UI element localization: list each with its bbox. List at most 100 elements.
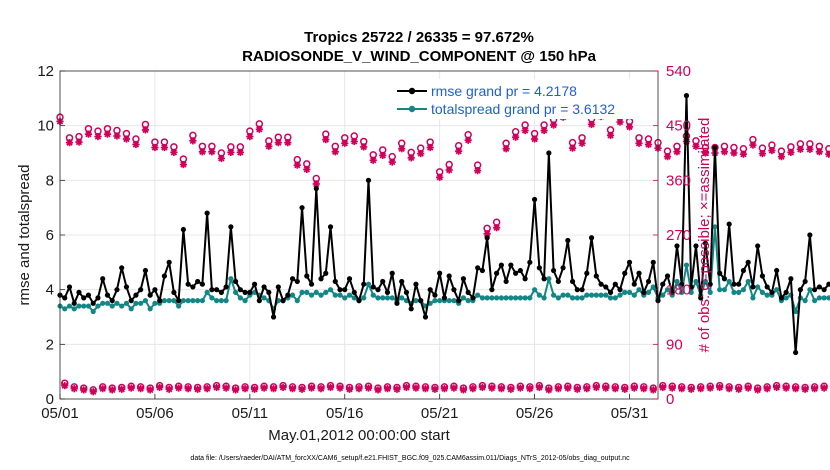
totalspread-series-point xyxy=(764,284,770,290)
rmse-series-point xyxy=(598,292,604,298)
obs-assimilated-stroke xyxy=(507,386,515,393)
totalspread-series-point xyxy=(451,287,457,293)
totalspread-series-point xyxy=(584,270,590,276)
rmse-series-point xyxy=(214,298,220,304)
y-tick-label-left: 4 xyxy=(46,282,54,299)
totalspread-series-point xyxy=(294,278,300,285)
rmse-series-point xyxy=(218,298,224,304)
obs-assimilated-marker xyxy=(312,180,320,188)
obs-assimilated-marker xyxy=(288,385,297,393)
totalspread-series-point xyxy=(479,267,485,274)
chart-title-line1: Tropics 25722 / 26335 = 97.672% xyxy=(304,29,534,46)
totalspread-series-point xyxy=(650,259,656,265)
obs-assimilated-marker xyxy=(151,143,159,152)
obs-assimilated-stroke xyxy=(740,151,747,158)
y-tick-label-right: 360 xyxy=(666,172,691,189)
totalspread-series-point xyxy=(299,205,305,211)
rmse-series-point xyxy=(128,306,134,312)
totalspread-series-point xyxy=(793,349,799,356)
obs-assimilated-marker xyxy=(189,137,197,145)
obs-assimilated-stroke xyxy=(94,133,102,140)
obs-assimilated-marker xyxy=(526,385,534,393)
rmse-series-point xyxy=(783,295,789,301)
obs-assimilated-stroke xyxy=(744,384,752,392)
obs-assimilated-marker xyxy=(194,385,202,393)
obs-assimilated-marker xyxy=(474,167,482,175)
obs-assimilated-marker xyxy=(497,385,505,393)
obs-assimilated-marker xyxy=(184,385,192,393)
obs-assimilated-stroke xyxy=(512,134,519,141)
rmse-series-point xyxy=(451,298,457,304)
obs-assimilated-stroke xyxy=(260,384,268,392)
rmse-series-point xyxy=(332,292,338,298)
rmse-series-point xyxy=(802,298,808,304)
totalspread-series-point xyxy=(356,298,362,304)
obs-assimilated-marker xyxy=(374,386,382,394)
rmse-series-point xyxy=(185,298,191,304)
rmse-series-point xyxy=(826,295,830,301)
obs-assimilated-marker xyxy=(625,123,634,131)
rmse-series-point xyxy=(323,289,329,295)
rmse-series-point xyxy=(413,298,419,304)
totalspread-series-point xyxy=(750,284,756,290)
obs-assimilated-stroke xyxy=(455,147,462,155)
obs-assimilated-marker xyxy=(502,145,510,153)
obs-assimilated-marker xyxy=(99,385,107,393)
rmse-series-point xyxy=(645,289,652,295)
y-tick-label-left: 10 xyxy=(37,118,54,135)
rmse-series-point xyxy=(337,292,343,298)
obs-assimilated-stroke xyxy=(540,127,548,134)
totalspread-series-point xyxy=(536,265,542,271)
obs-assimilated-marker xyxy=(606,131,615,139)
rmse-series-point xyxy=(584,292,590,298)
obs-assimilated-marker xyxy=(118,385,126,393)
obs-assimilated-stroke xyxy=(825,151,830,158)
obs-assimilated-marker xyxy=(811,385,819,393)
totalspread-series-point xyxy=(826,281,830,287)
obs-assimilated-marker xyxy=(317,385,325,393)
totalspread-series xyxy=(57,93,830,356)
rmse-series-point xyxy=(574,295,580,301)
obs-assimilated-stroke xyxy=(488,384,496,392)
totalspread-series-point xyxy=(342,287,348,293)
obs-assimilated-stroke xyxy=(678,385,685,392)
rmse-series-point xyxy=(380,295,386,301)
legend-background xyxy=(393,79,645,119)
totalspread-series-point xyxy=(546,150,552,156)
obs-assimilated-stroke xyxy=(99,385,106,392)
totalspread-series-point xyxy=(769,289,775,295)
x-tick-label: 05/16 xyxy=(326,405,364,422)
totalspread-series-point xyxy=(171,289,177,295)
obs-assimilated-stroke xyxy=(469,385,477,392)
obs-assimilated-stroke xyxy=(132,141,140,148)
y-tick-label-left: 8 xyxy=(46,172,54,189)
obs-assimilated-stroke xyxy=(275,139,282,146)
legend-spread-marker xyxy=(408,105,416,113)
totalspread-series-point xyxy=(731,281,737,287)
totalspread-series-point xyxy=(441,295,448,301)
obs-assimilated-marker xyxy=(61,382,69,390)
obs-assimilated-marker xyxy=(84,130,93,138)
obs-assimilated-stroke xyxy=(607,132,614,139)
totalspread-series-point xyxy=(484,235,490,241)
totalspread-series-point xyxy=(641,289,647,295)
totalspread-series-point xyxy=(247,289,253,295)
rmse-series-point xyxy=(569,295,576,301)
obs-assimilated-stroke xyxy=(792,385,799,392)
obs-assimilated-stroke xyxy=(208,148,216,155)
obs-assimilated-marker xyxy=(398,145,406,153)
rmse-series-point xyxy=(237,295,243,301)
obs-assimilated-stroke xyxy=(621,386,628,393)
obs-assimilated-marker xyxy=(132,140,140,149)
obs-assimilated-marker xyxy=(469,385,477,393)
rmse-series-point xyxy=(308,292,315,298)
obs-assimilated-marker xyxy=(649,386,657,394)
obs-assimilated-marker xyxy=(773,383,781,392)
totalspread-series-point xyxy=(190,284,196,290)
rmse-series-point xyxy=(460,295,467,301)
rmse-series-point xyxy=(389,295,395,301)
rmse-series-point xyxy=(522,295,528,301)
y-tick-label-left: 6 xyxy=(46,227,54,244)
rmse-series-point xyxy=(318,292,324,298)
obs-assimilated-marker xyxy=(108,386,116,394)
